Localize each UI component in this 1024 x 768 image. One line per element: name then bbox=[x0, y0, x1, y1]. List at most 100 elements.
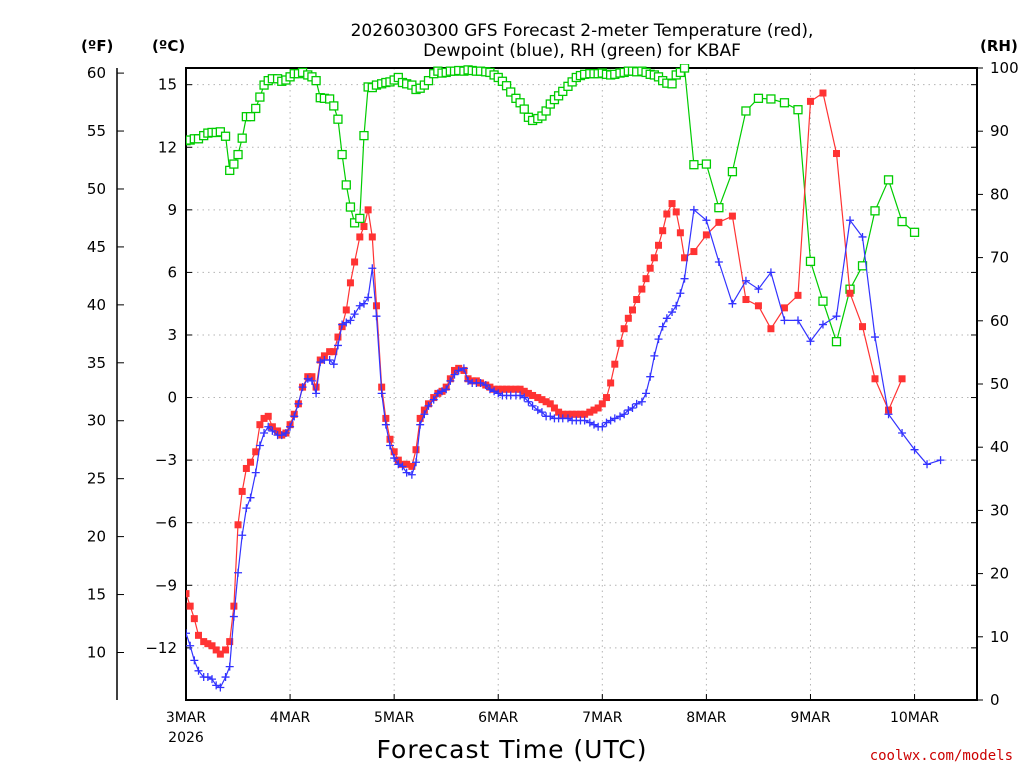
rh-tick-label: 50 bbox=[990, 375, 1009, 393]
temperature-point bbox=[230, 602, 238, 610]
dewpoint-point bbox=[286, 422, 295, 431]
temperature-point bbox=[390, 448, 398, 456]
temperature-point bbox=[403, 460, 411, 468]
temperature-point bbox=[190, 615, 198, 623]
temperature-point bbox=[212, 646, 220, 654]
dewpoint-point bbox=[364, 293, 373, 302]
temperature-point bbox=[274, 427, 282, 435]
temperature-point bbox=[524, 389, 532, 397]
dewpoint-point bbox=[689, 205, 698, 214]
dewpoint-point bbox=[281, 429, 290, 438]
series-dewpoint bbox=[186, 205, 945, 692]
temperature-point bbox=[420, 406, 428, 414]
temperature-point bbox=[360, 223, 368, 231]
temperature-point bbox=[451, 366, 459, 374]
temperature-point bbox=[646, 264, 654, 272]
dewpoint-point bbox=[806, 337, 815, 346]
temperature-point bbox=[780, 304, 788, 312]
temperature-point bbox=[594, 404, 602, 412]
dewpoint-point bbox=[255, 441, 264, 450]
rh-point bbox=[766, 94, 776, 104]
temperature-point bbox=[516, 385, 524, 393]
chart-title-line-1: 2026030300 GFS Forecast 2-meter Temperat… bbox=[351, 21, 814, 41]
dewpoint-point bbox=[407, 470, 416, 479]
dewpoint-point bbox=[442, 385, 451, 394]
dewpoint-point bbox=[238, 531, 247, 540]
dewpoint-point bbox=[528, 401, 537, 410]
temperature-point bbox=[512, 385, 520, 393]
temperature-point bbox=[342, 306, 350, 314]
dewpoint-point bbox=[433, 389, 442, 398]
x-tick-label: 4MAR bbox=[270, 710, 311, 726]
dewpoint-point bbox=[494, 389, 503, 398]
temperature-point bbox=[238, 487, 246, 495]
dewpoint-point bbox=[186, 629, 190, 638]
dewpoint-point bbox=[208, 675, 217, 684]
dewpoint-point bbox=[225, 662, 234, 671]
dewpoint-point bbox=[650, 351, 659, 360]
dewpoint-point bbox=[632, 399, 641, 408]
dewpoint-point bbox=[898, 429, 907, 438]
temperature-point bbox=[186, 602, 194, 610]
fahrenheit-unit-label: (ºF) bbox=[81, 37, 113, 55]
dewpoint-point bbox=[524, 397, 533, 406]
fahrenheit-tick-label: 15 bbox=[87, 586, 106, 604]
dewpoint-point bbox=[672, 301, 681, 310]
temperature-point bbox=[234, 521, 242, 529]
rh-point bbox=[667, 79, 677, 89]
rh-tick-label: 20 bbox=[990, 565, 1009, 583]
chart-title-line-2: Dewpoint (blue), RH (green) for KBAF bbox=[423, 41, 741, 61]
celsius-tick-label: −3 bbox=[155, 451, 177, 469]
temperature-point bbox=[320, 352, 328, 360]
x-tick-label: 7MAR bbox=[582, 710, 623, 726]
rh-tick-label: 80 bbox=[990, 185, 1009, 203]
temperature-point bbox=[226, 638, 234, 646]
rh-point bbox=[329, 101, 339, 111]
dewpoint-point bbox=[416, 420, 425, 429]
rh-point bbox=[423, 75, 434, 86]
dewpoint-point bbox=[325, 356, 334, 365]
dewpoint-point bbox=[923, 460, 932, 469]
dewpoint-point bbox=[420, 410, 429, 419]
temperature-point bbox=[672, 208, 680, 216]
celsius-tick-label: 15 bbox=[158, 76, 177, 94]
temperature-point bbox=[624, 314, 632, 322]
dewpoint-point bbox=[333, 341, 342, 350]
dewpoint-point bbox=[459, 364, 468, 373]
celsius-tick-label: −12 bbox=[145, 639, 177, 657]
fahrenheit-tick-label: 35 bbox=[87, 354, 106, 372]
temperature-point bbox=[668, 200, 676, 208]
temperature-point bbox=[382, 414, 390, 422]
temperature-point bbox=[208, 642, 216, 650]
dewpoint-point bbox=[654, 335, 663, 344]
temperature-point bbox=[494, 385, 502, 393]
temperature-point bbox=[368, 233, 376, 241]
dewpoint-point bbox=[312, 389, 321, 398]
temperature-point bbox=[885, 406, 893, 414]
temperature-point bbox=[581, 410, 589, 418]
dewpoint-point bbox=[520, 393, 529, 402]
dewpoint-point bbox=[589, 420, 598, 429]
rh-point bbox=[233, 149, 243, 160]
dewpoint-point bbox=[646, 372, 655, 381]
series-layer bbox=[186, 64, 945, 692]
dewpoint-point bbox=[194, 666, 203, 675]
celsius-tick-label: 9 bbox=[167, 201, 177, 219]
temperature-point bbox=[242, 464, 250, 472]
temperature-point bbox=[898, 375, 906, 383]
rh-point bbox=[701, 159, 712, 169]
rh-tick-label: 0 bbox=[990, 691, 1000, 709]
rh-point bbox=[741, 106, 751, 116]
fahrenheit-tick-label: 20 bbox=[87, 528, 106, 546]
dewpoint-point bbox=[394, 460, 403, 469]
dewpoint-point bbox=[780, 316, 789, 325]
rh-point bbox=[897, 216, 907, 227]
dewpoint-point bbox=[464, 376, 473, 385]
temperature-point bbox=[676, 229, 684, 237]
dewpoint-point bbox=[832, 312, 841, 321]
dewpoint-point bbox=[290, 412, 299, 421]
fahrenheit-tick-label: 55 bbox=[87, 122, 106, 140]
rh-point bbox=[337, 149, 347, 160]
x-tick-label: 10MAR bbox=[890, 710, 939, 726]
temperature-point bbox=[611, 360, 619, 368]
